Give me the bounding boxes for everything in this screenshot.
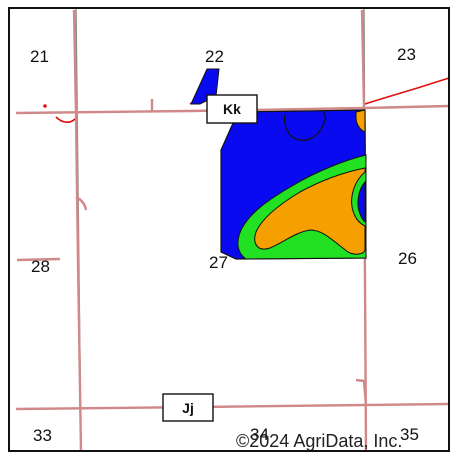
stream-northeast: [364, 77, 450, 105]
road-stub-curve: [75, 195, 88, 211]
zone-contour: [283, 110, 326, 141]
road-label-kk: Kk: [206, 94, 258, 124]
section-28: 28: [31, 257, 50, 276]
road-west-ns: [72, 9, 83, 453]
road-jj: [15, 402, 450, 411]
zone-orange-corner: [355, 109, 366, 133]
stream-west-kk: [55, 116, 76, 123]
road-kk: [15, 104, 450, 115]
road-label-kk-box: [206, 94, 258, 124]
road-east-ns: [360, 9, 368, 453]
road-label-jj-text: Jj: [182, 400, 194, 416]
road-label-jj: Jj: [162, 393, 214, 422]
section-26: 26: [398, 249, 417, 268]
section-33: 33: [33, 426, 52, 445]
stream-dot: [43, 104, 47, 108]
zone-orange: [254, 167, 366, 255]
field-zones: [190, 68, 367, 260]
copyright-text: ©2024 AgriData, Inc.: [236, 431, 402, 451]
map-border: [8, 7, 450, 452]
roads: [15, 9, 450, 453]
section-21: 21: [30, 47, 49, 66]
road-stub-28: [16, 257, 61, 262]
section-27: 27: [209, 253, 228, 272]
road-label-jj-box: [162, 393, 214, 422]
zone-blue-pocket: [357, 180, 366, 223]
section-23: 23: [397, 45, 416, 64]
section-35: 35: [400, 425, 419, 444]
section-34: 34: [250, 425, 269, 444]
section-labels: 21 22 23 28 27 26 33 34 35: [30, 45, 419, 445]
road-stub-35: [355, 378, 368, 406]
road-label-kk-text: Kk: [223, 101, 241, 117]
section-22: 22: [205, 47, 224, 66]
